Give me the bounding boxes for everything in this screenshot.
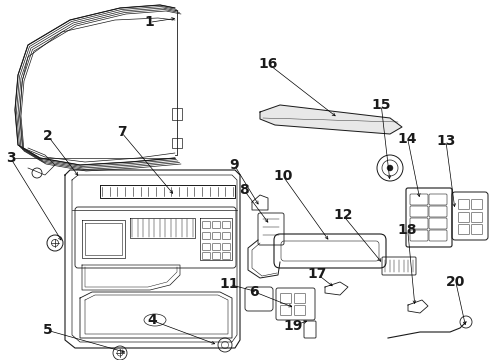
Text: 7: 7 bbox=[117, 126, 126, 139]
Text: 2: 2 bbox=[43, 129, 53, 143]
Text: 3: 3 bbox=[6, 152, 16, 165]
Circle shape bbox=[387, 165, 393, 171]
Text: 8: 8 bbox=[239, 183, 249, 197]
Text: 13: 13 bbox=[436, 134, 456, 148]
Text: 12: 12 bbox=[333, 208, 353, 222]
Text: 14: 14 bbox=[398, 132, 417, 145]
Text: 15: 15 bbox=[371, 98, 391, 112]
Text: 18: 18 bbox=[398, 223, 417, 237]
Text: 20: 20 bbox=[446, 275, 466, 288]
Text: 5: 5 bbox=[43, 324, 53, 337]
Text: 4: 4 bbox=[147, 314, 157, 327]
Text: 16: 16 bbox=[259, 57, 278, 71]
Text: 17: 17 bbox=[308, 267, 327, 281]
Text: 9: 9 bbox=[229, 158, 239, 172]
Text: 6: 6 bbox=[249, 285, 259, 298]
Text: 11: 11 bbox=[220, 278, 239, 291]
Text: 1: 1 bbox=[145, 15, 154, 29]
Polygon shape bbox=[260, 105, 402, 134]
Text: 10: 10 bbox=[273, 170, 293, 183]
Text: 19: 19 bbox=[283, 319, 303, 333]
